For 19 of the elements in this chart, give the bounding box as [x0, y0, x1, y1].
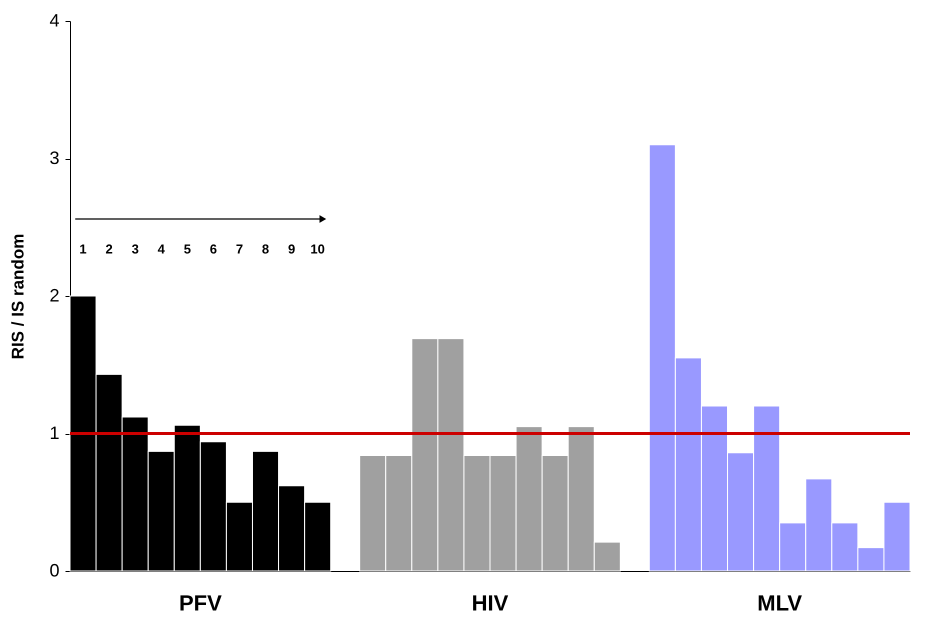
x-tick-label: PFV [178, 590, 222, 616]
annotation: 1 [79, 241, 87, 256]
annotation: 7 [236, 241, 244, 256]
annotation: 10 [310, 241, 325, 256]
y-tick-label: 0 [49, 560, 60, 580]
annotation: 4 [158, 241, 166, 256]
annotation: 5 [184, 241, 191, 256]
x-tick-label: HIV [472, 590, 509, 616]
y-tick-label: 4 [49, 10, 60, 30]
annotation: 8 [262, 241, 270, 256]
y-axis-title: RIS / IS random [8, 234, 28, 360]
annotation: 3 [132, 241, 139, 256]
x-tick-label: MLV [757, 590, 802, 616]
annotation: 2 [105, 241, 113, 256]
annotation: 9 [288, 241, 296, 256]
y-tick-label: 1 [49, 423, 60, 443]
y-tick-label: 2 [49, 286, 60, 306]
y-tick-label: 3 [49, 148, 60, 168]
annotation: 6 [210, 241, 217, 256]
